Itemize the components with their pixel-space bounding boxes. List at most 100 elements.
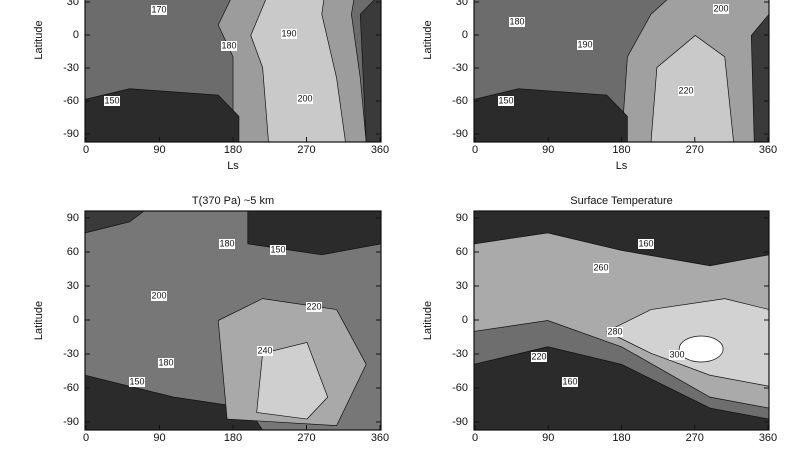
contour-region [750,13,770,143]
x-tick-label: 360 [371,432,389,444]
contour-label-box [257,346,273,356]
contour-label-box [104,96,120,106]
contour-label: 150 [104,95,119,105]
contour-label: 300 [669,349,684,359]
y-tick-label: 30 [67,280,79,292]
contour-label: 190 [577,39,592,49]
contour-label-box [562,377,578,387]
x-tick-label: 360 [759,144,777,156]
contour-region [256,341,329,420]
contour-label-box [270,245,286,255]
x-tick-label: 360 [759,432,777,444]
contour-label: 280 [607,326,622,336]
x-tick-label: 90 [542,144,554,156]
y-axis-label: Latitude [33,301,45,340]
y-tick-label: -60 [452,95,468,107]
x-tick-label: 90 [542,432,554,444]
y-tick-label: -60 [63,382,79,394]
contour-label-box [151,291,167,301]
contour-label-box [607,327,623,337]
contour-label: 240 [257,345,272,355]
panel: 90 60 30 0 -30 -60 -90 0 90 180 270 360 T(370 Pa) ~5… [33,195,389,444]
y-tick-label: 0 [73,314,79,326]
contour-label-box [151,5,167,15]
contour-label: 190 [281,28,296,38]
contour-label: 220 [678,85,693,95]
x-axis-label: Ls [616,160,628,172]
contour-label-box [509,17,525,27]
x-tick-label: 90 [153,144,165,156]
contour-label-box [669,350,685,360]
contour-region [678,335,724,363]
panel: 30 0 -30 -60 -90 0 90 180 270 360 Ls Latitude 180 190… [422,0,777,172]
y-tick-label: -30 [63,348,79,360]
contour-region [473,88,628,143]
y-tick-label: 0 [462,314,468,326]
x-tick-label: 360 [371,144,389,156]
contour-label-box [498,96,514,106]
panel-title: T(370 Pa) ~5 km [192,195,274,207]
y-axis-label: Latitude [422,20,434,59]
contour-label-box [593,263,609,273]
contour-label: 150 [498,95,513,105]
contour-label-box [221,41,237,51]
x-tick-label: 180 [224,432,242,444]
contour-label: 160 [562,376,577,386]
contour-label: 170 [151,4,166,14]
y-tick-label: 90 [67,212,79,224]
y-tick-label: 0 [462,29,468,41]
y-axis-label: Latitude [33,20,45,59]
y-tick-label: -90 [63,128,79,140]
contour-label: 180 [221,40,236,50]
x-axis-label: Ls [227,160,239,172]
contour-region [250,0,346,143]
contour-label-box [219,239,235,249]
y-tick-label: -90 [452,416,468,428]
x-tick-label: 90 [153,432,165,444]
y-tick-label: 30 [456,280,468,292]
contour-label: 150 [129,376,144,386]
x-tick-label: 270 [686,144,704,156]
x-tick-label: 0 [472,144,478,156]
contour-label: 180 [158,357,173,367]
x-tick-label: 180 [612,432,630,444]
y-tick-label: -30 [63,62,79,74]
y-tick-label: -60 [452,382,468,394]
x-tick-label: 0 [83,432,89,444]
contour-label: 160 [638,238,653,248]
panel: 30 0 -30 -60 -90 0 90 180 270 360 Ls Latitude 170 180… [33,0,389,172]
x-tick-label: 180 [612,144,630,156]
contour-label: 180 [509,16,524,26]
contour-label-box [281,29,297,39]
contour-label: 220 [531,351,546,361]
y-tick-label: 60 [456,246,468,258]
y-tick-label: 30 [67,0,79,8]
contour-label-box [129,377,145,387]
y-tick-label: -30 [452,348,468,360]
x-tick-label: 180 [224,144,242,156]
y-tick-label: -90 [452,128,468,140]
x-tick-label: 270 [686,432,704,444]
contour-label-box [577,40,593,50]
y-tick-label: 30 [456,0,468,8]
contour-label: 200 [297,93,312,103]
contour-label-box [306,302,322,312]
contour-label: 220 [306,301,321,311]
contour-label-box [531,352,547,362]
contour-label-box [678,86,694,96]
contour-label: 200 [151,290,166,300]
contour-label: 200 [713,3,728,13]
y-tick-label: -90 [63,416,79,428]
contour-label: 180 [219,238,234,248]
contour-label: 260 [593,262,608,272]
contour-label-box [713,4,729,14]
contour-label: 150 [270,244,285,254]
contour-label-box [638,239,654,249]
x-tick-label: 0 [83,144,89,156]
y-axis-label: Latitude [422,301,434,340]
y-tick-label: -30 [452,62,468,74]
y-tick-label: 0 [73,29,79,41]
y-tick-label: 60 [67,246,79,258]
